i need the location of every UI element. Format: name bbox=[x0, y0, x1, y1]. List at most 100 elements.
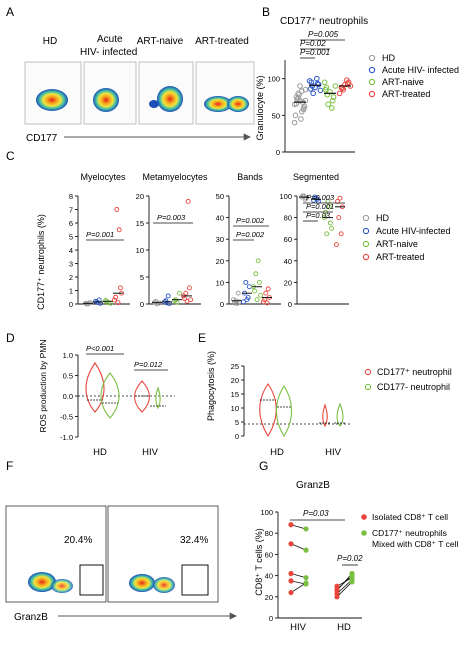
flow-plot-treated bbox=[195, 61, 255, 125]
e-legend-cd177pos: CD177⁺ neutrophil bbox=[377, 367, 452, 377]
panel-c-title-myelocytes: Myelocytes bbox=[80, 172, 126, 182]
c-point bbox=[185, 198, 191, 204]
violin-e-hiv-cd177neg bbox=[336, 402, 344, 427]
e-tick-label: 25 bbox=[231, 362, 239, 371]
b-point bbox=[297, 83, 303, 89]
e-tick-label: 5 bbox=[235, 418, 239, 427]
c-point bbox=[258, 292, 264, 298]
panel-a-letter: A bbox=[6, 5, 14, 19]
c-point bbox=[252, 288, 258, 294]
c-legend-naive: ART-naive bbox=[376, 239, 418, 249]
legend-marker-naive bbox=[368, 78, 376, 86]
b-tick-label: 50 bbox=[272, 111, 280, 120]
panel-d-violins bbox=[85, 362, 166, 419]
panel-c-pvalue-seg-3: P=0.03 bbox=[306, 211, 331, 220]
c-point bbox=[117, 285, 123, 291]
legend-marker-hd bbox=[368, 54, 376, 62]
c3-tick-label: 80 bbox=[284, 214, 292, 223]
b-point bbox=[332, 83, 339, 89]
g-tick-label: 60 bbox=[265, 550, 273, 559]
c-point bbox=[182, 296, 188, 302]
c-point bbox=[240, 299, 246, 305]
c-point bbox=[300, 193, 306, 199]
b-point bbox=[296, 92, 302, 98]
panel-b-points bbox=[291, 75, 354, 126]
c0-tick-label: 3 bbox=[69, 260, 73, 269]
c-point bbox=[165, 293, 171, 299]
c-point bbox=[113, 294, 119, 300]
panel-b: B CD177⁺ neutrophils Granulocyte (%) 0 50… bbox=[255, 5, 459, 157]
panel-b-axes: 0 50 100 bbox=[267, 60, 355, 157]
c-point bbox=[172, 298, 178, 304]
b-point bbox=[330, 94, 337, 100]
c-point bbox=[303, 195, 309, 201]
b-point bbox=[321, 79, 328, 86]
panel-c-pvalue-myelo: P=0.001 bbox=[86, 230, 114, 239]
panel-g-axes: 0 20 40 60 80 100 bbox=[260, 508, 362, 623]
g-tick-label: 40 bbox=[265, 572, 273, 581]
c-point bbox=[255, 258, 261, 264]
legend-marker-acute bbox=[368, 66, 376, 74]
g-pair-line-hiv bbox=[290, 543, 307, 551]
c-point bbox=[329, 225, 335, 231]
g-tick-label: 20 bbox=[265, 593, 273, 602]
panel-d-x-hiv: HIV bbox=[142, 447, 159, 458]
e-legend-cd177neg: CD177- neutrophil bbox=[377, 382, 450, 392]
b-point bbox=[306, 78, 313, 84]
c2-tick-label: 20 bbox=[216, 257, 224, 266]
c-point bbox=[337, 195, 343, 201]
panel-d-axes: 1.0 0.5 0.0 -0.5 -1.0 bbox=[60, 351, 175, 442]
c1-tick-label: 20 bbox=[136, 192, 144, 201]
panel-f-letter: F bbox=[6, 459, 13, 473]
g-point-hiv-mixed bbox=[303, 526, 309, 532]
c-point bbox=[326, 204, 332, 210]
c-point bbox=[176, 290, 182, 296]
panel-f: F 20.4% 32.4% GranzB bbox=[5, 459, 237, 623]
b-point bbox=[324, 92, 331, 98]
g-point-hd-isolated bbox=[334, 583, 340, 589]
panel-c-pvalue-seg-2: P=0.001 bbox=[306, 202, 334, 211]
c3-tick-label: 40 bbox=[284, 257, 292, 266]
b-tick-label: 100 bbox=[267, 75, 280, 84]
panel-g-title: GranzB bbox=[296, 480, 330, 491]
c-point bbox=[256, 279, 262, 285]
b-point bbox=[314, 75, 320, 82]
b-point bbox=[329, 105, 335, 111]
panel-g-x-hiv: HIV bbox=[290, 622, 307, 633]
e-tick-label: 15 bbox=[231, 390, 239, 399]
b-point bbox=[301, 103, 308, 110]
c-point bbox=[265, 286, 271, 292]
legend-marker-treated bbox=[368, 90, 376, 98]
c0-tick-label: 2 bbox=[69, 273, 73, 282]
g-legend-mixed-2: Mixed with CD8⁺ T cell bbox=[372, 539, 458, 549]
violin-e-hiv-cd177pos bbox=[322, 403, 328, 428]
cd177-axis-label: CD177 bbox=[26, 133, 58, 144]
group-label-hd: HD bbox=[43, 36, 57, 47]
panel-c: C Myelocytes Metamyelocytes Bands Segmen… bbox=[6, 149, 451, 310]
d-tick-label: 1.0 bbox=[63, 351, 73, 360]
c0-tick-label: 5 bbox=[69, 233, 73, 242]
c-point bbox=[260, 299, 266, 305]
c-point bbox=[116, 227, 122, 233]
c-point bbox=[188, 297, 194, 303]
g-tick-label: 0 bbox=[269, 614, 273, 623]
b-point bbox=[302, 97, 309, 104]
g-pair-line-hiv bbox=[290, 582, 307, 593]
b-point bbox=[300, 106, 307, 113]
panel-c-letter: C bbox=[6, 149, 15, 163]
c-point bbox=[327, 220, 333, 226]
b-point bbox=[310, 90, 317, 97]
flow-density-treated-high bbox=[227, 96, 249, 112]
panel-d-letter: D bbox=[6, 331, 15, 345]
legend-label-hd: HD bbox=[382, 53, 395, 63]
panel-b-pvalue-2: P=0.02 bbox=[300, 39, 326, 48]
panel-g-pvalue-1: P=0.03 bbox=[303, 509, 329, 518]
g-point-hiv-isolated bbox=[288, 589, 294, 596]
c-point bbox=[263, 290, 269, 296]
panel-d-pvalue-hiv: P=0.012 bbox=[134, 360, 163, 369]
panel-b-title: CD177⁺ neutrophils bbox=[280, 16, 368, 27]
c0-tick-label: 7 bbox=[69, 206, 73, 215]
c-point bbox=[254, 297, 260, 303]
flow-density-naive bbox=[157, 86, 183, 112]
b-point bbox=[344, 77, 350, 83]
